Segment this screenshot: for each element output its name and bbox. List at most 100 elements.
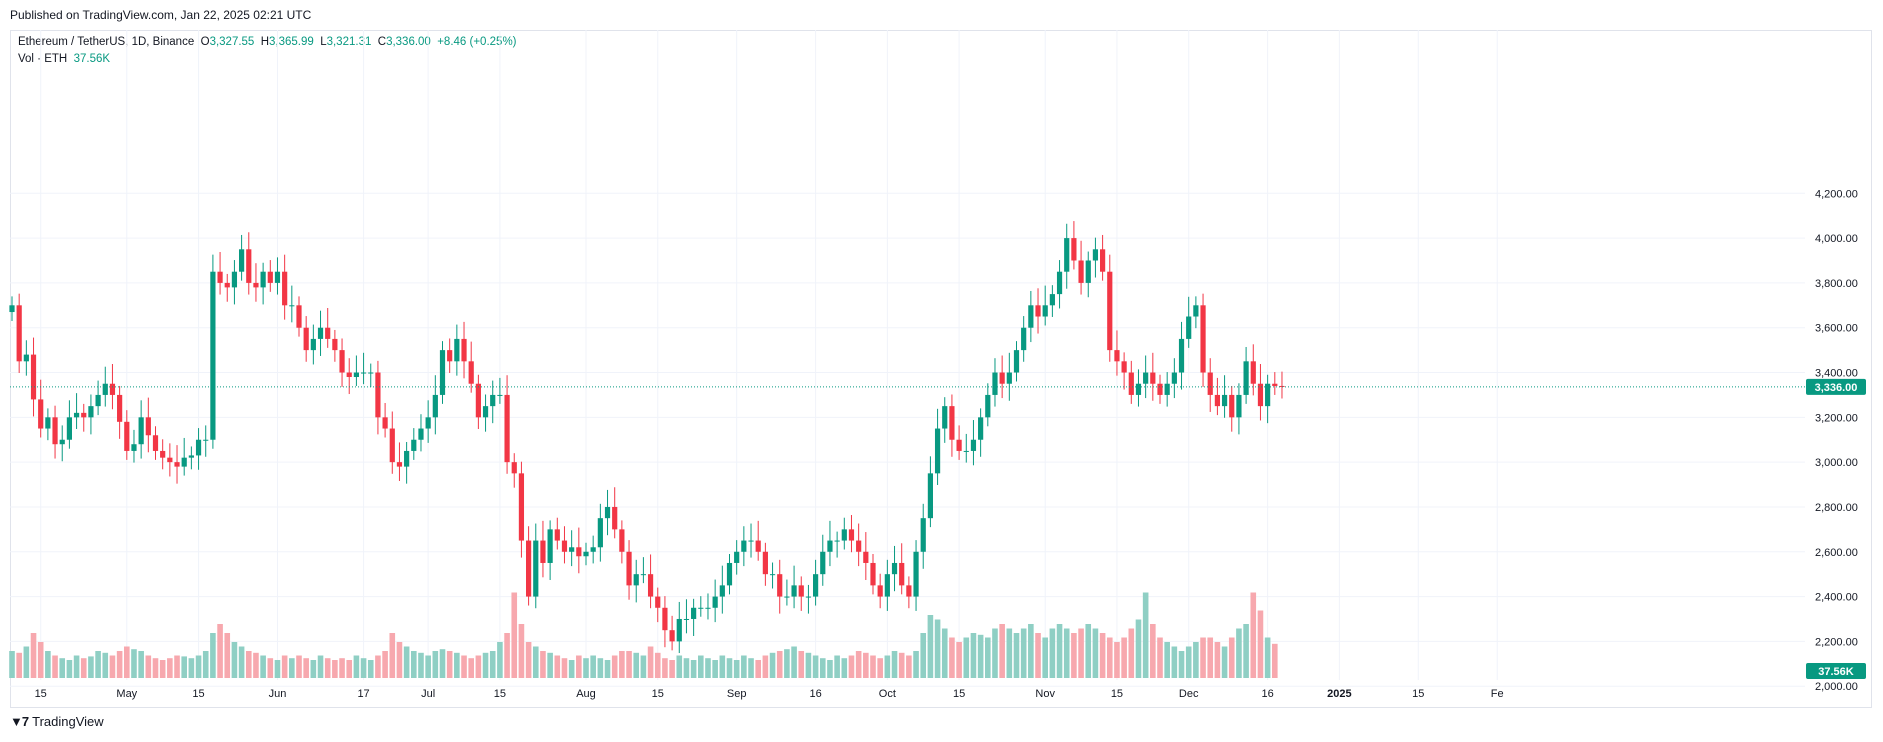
candle-body: [1035, 305, 1041, 317]
volume-row: Vol · ETH 37.56K: [18, 51, 517, 68]
candle-body: [1042, 305, 1048, 317]
candle-body: [1279, 385, 1285, 387]
volume-bar: [597, 658, 604, 678]
candle-body: [167, 457, 173, 463]
volume-bar: [181, 656, 187, 678]
price-tick-label: 2,400.00: [1815, 592, 1858, 604]
volume-bar: [848, 655, 855, 678]
candle-body: [734, 551, 740, 563]
candle-body: [676, 618, 682, 642]
candle-body: [526, 540, 532, 597]
volume-bar: [289, 658, 295, 678]
volume-bar: [224, 633, 231, 678]
time-tick-label: 15: [1412, 688, 1424, 700]
candle-body: [1064, 238, 1070, 272]
candle-body: [267, 271, 273, 283]
candle-body: [777, 574, 783, 597]
volume-bar: [755, 660, 761, 678]
volume-bar: [776, 651, 783, 678]
candle-body: [1243, 361, 1249, 395]
time-tick-label: May: [116, 688, 137, 700]
volume-bar: [1200, 637, 1206, 678]
volume-bar: [798, 651, 805, 678]
candle-body: [547, 529, 553, 563]
candle-body: [497, 394, 503, 396]
candle-body: [102, 383, 108, 395]
candle-body: [317, 327, 324, 339]
volume-bar: [870, 655, 876, 678]
time-axis[interactable]: 15 May 15 Jun 17 Jul 15 Aug 15 Sep 16 Oct 15 Nov 15 Dec…: [35, 688, 1504, 700]
symbol-label[interactable]: Ethereum / TetherUS, 1D, Binance: [18, 36, 195, 48]
volume-bar: [719, 655, 726, 678]
candle-body: [1193, 305, 1199, 317]
candle-body: [1207, 372, 1213, 395]
volume-bar: [1257, 610, 1264, 678]
volume-bar: [52, 655, 58, 678]
volume-label[interactable]: Vol · ETH: [18, 53, 68, 65]
volume-bar: [1006, 628, 1013, 678]
candle-body: [332, 338, 338, 351]
volume-bar: [1071, 633, 1077, 678]
price-axis[interactable]: 2,000.00 2,200.00 2,400.00 2,600.00 2,800.00…: [1815, 188, 1858, 693]
volume-bar: [238, 646, 245, 678]
volume-bar: [267, 658, 274, 678]
candle-body: [1178, 338, 1185, 373]
candle-body: [841, 529, 847, 541]
candle-body: [274, 271, 281, 283]
time-tick-label: 16: [809, 688, 821, 700]
volume-bar: [511, 592, 518, 678]
tradingview-logo-icon: ▼7: [10, 714, 29, 729]
candle-body: [927, 473, 933, 519]
candle-body: [1157, 383, 1163, 395]
time-tick-label: Dec: [1179, 688, 1199, 700]
volume-bar: [432, 651, 439, 678]
volume-bar: [375, 655, 381, 678]
volume-bar: [1157, 637, 1163, 678]
volume-bar: [604, 660, 611, 678]
last-volume-badge-label: 37.56K: [1818, 666, 1854, 678]
volume-bar: [626, 651, 632, 678]
close-label: C: [377, 36, 387, 48]
candle-body: [339, 350, 345, 373]
volume-bar: [992, 628, 998, 678]
volume-bar: [1135, 619, 1142, 678]
volume-bar: [841, 658, 848, 678]
candle-body: [762, 551, 768, 575]
volume-bar: [554, 655, 561, 678]
volume-bar: [705, 658, 711, 678]
volume-bar: [317, 655, 324, 678]
candle-body: [1085, 260, 1091, 283]
volume-bar: [934, 619, 941, 678]
volume-bar: [1121, 637, 1127, 678]
volume-bar: [80, 658, 87, 678]
volume-bar: [941, 628, 948, 678]
volume-bar: [9, 651, 15, 678]
price-tick-label: 3,800.00: [1815, 278, 1858, 290]
candle-body: [662, 607, 668, 631]
volume-bar: [1085, 624, 1092, 678]
candle-body: [9, 305, 15, 313]
candle-body: [152, 435, 159, 451]
volume-bar: [819, 658, 826, 678]
volume-bar: [1250, 592, 1257, 678]
candle-body: [1121, 361, 1127, 373]
candle-body: [1164, 383, 1170, 395]
volume-bar: [73, 655, 80, 678]
candle-body: [1128, 372, 1134, 395]
candle-body: [188, 455, 194, 458]
grid-lines: [10, 30, 1805, 687]
volume-bar: [489, 651, 496, 678]
volume-bar: [446, 651, 453, 678]
volume-bar: [296, 655, 302, 678]
volume-bar: [726, 658, 733, 678]
volume-bar: [985, 637, 991, 678]
candle-body: [1265, 383, 1271, 407]
volume-bar: [1035, 633, 1041, 678]
volume-bar: [88, 656, 94, 678]
candle-body: [597, 518, 603, 548]
candle-body: [820, 551, 826, 575]
candle-body: [1143, 372, 1149, 384]
footer-brand[interactable]: ▼7 TradingView: [10, 714, 104, 729]
candle-body: [963, 450, 969, 452]
